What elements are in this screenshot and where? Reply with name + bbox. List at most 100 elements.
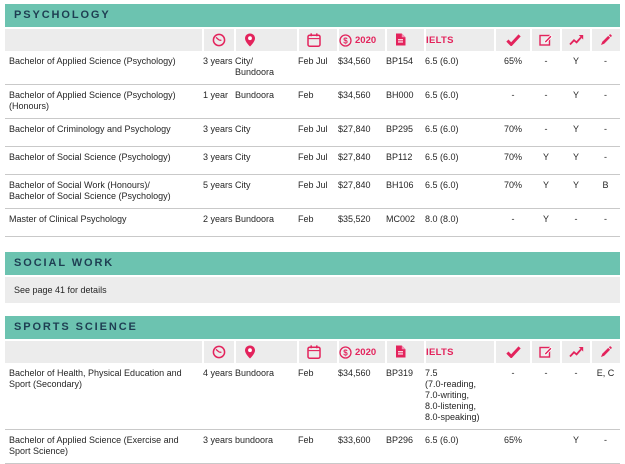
- icon-header-row: $2020 IELTS: [5, 29, 620, 51]
- cell-pen: E, C: [596, 368, 615, 378]
- calendar-icon: [307, 345, 321, 359]
- cell-fee: $27,840: [338, 118, 386, 147]
- cell-check: -: [511, 368, 515, 378]
- ielts-label: IELTS: [424, 341, 495, 363]
- cell-campus: bundoora: [235, 429, 298, 464]
- cell-edit: -: [544, 56, 548, 66]
- calendar-icon: [307, 33, 321, 47]
- cell-duration: 2 years: [203, 208, 235, 237]
- cell-arrow: Y: [572, 56, 579, 66]
- check-icon: [505, 34, 521, 46]
- trend-arrow-icon: [568, 346, 584, 358]
- section-social-work: SOCIAL WORK See page 41 for details: [5, 252, 620, 303]
- cell-campus: City: [235, 174, 298, 209]
- cell-intake: Feb: [298, 208, 338, 237]
- pen-icon: [600, 345, 612, 358]
- table-row: Bachelor of Social Work (Honours)/ Bache…: [5, 174, 620, 209]
- cell-edit: [531, 429, 561, 464]
- cell-intake: Feb Jul: [298, 146, 338, 175]
- cell-code: BH106: [386, 174, 425, 209]
- table-row: Bachelor of Social Science (Psychology) …: [5, 146, 620, 175]
- cell-intake: Feb: [298, 368, 314, 378]
- cell-pen: -: [591, 429, 620, 464]
- svg-text:$: $: [343, 36, 348, 45]
- cell-fee: $34,560: [338, 56, 371, 66]
- table-row: Bachelor of Health, Physical Education a…: [5, 363, 620, 430]
- cell-campus: Bundoora: [235, 84, 298, 119]
- check-icon: [505, 346, 521, 358]
- location-pin-icon: [244, 33, 256, 47]
- cell-pen: -: [591, 84, 620, 119]
- cell-code: BP112: [386, 146, 425, 175]
- table-row: Bachelor of Applied Science (Psychology)…: [5, 84, 620, 119]
- cell-intake: Feb: [298, 84, 338, 119]
- svg-text:$: $: [343, 348, 348, 357]
- table-row: Bachelor of Applied Science (Exercise an…: [5, 429, 620, 464]
- cell-edit: -: [544, 368, 548, 378]
- cell-campus: Bundoora: [235, 368, 275, 378]
- cell-duration: 5 years: [203, 174, 235, 209]
- cell-code: BP296: [386, 429, 425, 464]
- cell-check: 70%: [495, 118, 531, 147]
- cell-intake: Feb Jul: [298, 56, 328, 66]
- cell-duration: 3 years: [203, 429, 235, 464]
- cell-program: Bachelor of Applied Science (Psychology)…: [5, 84, 203, 119]
- cell-campus: City: [235, 118, 298, 147]
- fee-year-label: 2020: [355, 34, 377, 46]
- cell-campus: City/ Bundoora: [235, 56, 275, 77]
- cell-duration: 3 years: [203, 146, 235, 175]
- psychology-table: $2020 IELTS Bachelor of Applied Science …: [5, 29, 620, 237]
- program-header-cell: [5, 29, 203, 51]
- section-psychology: PSYCHOLOGY $2020 IELTS: [5, 4, 620, 237]
- icon-header-row: $2020 IELTS: [5, 341, 620, 363]
- cell-check: 70%: [495, 174, 531, 209]
- table-row: Bachelor of Criminology and Psychology 3…: [5, 118, 620, 147]
- table-row: Master of Clinical Psychology 2 years Bu…: [5, 208, 620, 237]
- sports-science-table: $2020 IELTS Bachelor of Health, Physical…: [5, 341, 620, 464]
- cell-program: Bachelor of Applied Science (Exercise an…: [5, 429, 203, 464]
- dollar-circle-icon: $: [339, 345, 352, 359]
- cell-duration: 1 year: [203, 84, 235, 119]
- program-header-cell: [5, 341, 203, 363]
- cell-arrow: Y: [561, 118, 591, 147]
- cell-pen: -: [591, 208, 620, 237]
- cell-fee: $34,560: [338, 368, 371, 378]
- location-pin-icon: [244, 345, 256, 359]
- cell-edit: -: [531, 84, 561, 119]
- cell-campus: Bundoora: [235, 208, 298, 237]
- cell-edit: Y: [531, 146, 561, 175]
- cell-pen: -: [604, 56, 607, 66]
- cell-duration: 3 years: [203, 56, 233, 66]
- cell-duration: 3 years: [203, 118, 235, 147]
- cell-pen: -: [591, 146, 620, 175]
- cell-intake: Feb: [298, 429, 338, 464]
- cell-ielts: 8.0 (8.0): [425, 208, 495, 237]
- cell-program: Bachelor of Social Work (Honours)/ Bache…: [5, 174, 203, 209]
- cell-check: -: [495, 84, 531, 119]
- social-work-note: See page 41 for details: [5, 277, 620, 303]
- cell-arrow: Y: [561, 84, 591, 119]
- section-title-social-work: SOCIAL WORK: [5, 252, 620, 275]
- clock-icon: [212, 33, 226, 47]
- cell-code: BP319: [386, 368, 414, 378]
- cell-program: Bachelor of Social Science (Psychology): [5, 146, 203, 175]
- cell-fee: $27,840: [338, 174, 386, 209]
- cell-pen: -: [591, 118, 620, 147]
- cell-arrow: Y: [561, 146, 591, 175]
- cell-check: 65%: [503, 56, 522, 66]
- cell-pen: B: [591, 174, 620, 209]
- cell-check: 70%: [495, 146, 531, 175]
- cell-program: Bachelor of Health, Physical Education a…: [9, 368, 182, 389]
- cell-fee: $35,520: [338, 208, 386, 237]
- cell-arrow: Y: [561, 174, 591, 209]
- pen-icon: [600, 33, 612, 46]
- fee-year-label: 2020: [355, 346, 377, 358]
- cell-ielts: 6.5 (6.0): [425, 56, 459, 66]
- cell-program: Bachelor of Applied Science (Psychology): [9, 56, 176, 66]
- cell-check: 65%: [495, 429, 531, 464]
- section-title-sports-science: SPORTS SCIENCE: [5, 316, 620, 339]
- cell-fee: $27,840: [338, 146, 386, 175]
- cell-fee: $34,560: [338, 84, 386, 119]
- cell-edit: Y: [531, 174, 561, 209]
- cell-intake: Feb Jul: [298, 174, 338, 209]
